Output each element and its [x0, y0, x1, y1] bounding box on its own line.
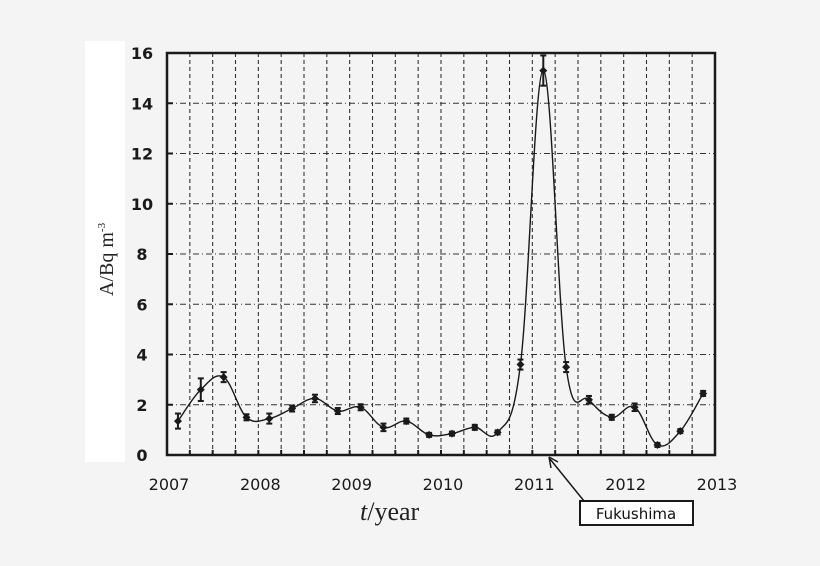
y-tick-label: 14 [131, 94, 153, 113]
x-tick-label: 2011 [514, 475, 555, 494]
series-line [177, 69, 704, 447]
y-tick-label: 4 [136, 346, 147, 365]
diamond-marker-icon [402, 417, 411, 426]
x-tick-label: 2009 [331, 475, 372, 494]
diamond-marker-icon [516, 360, 525, 369]
diamond-marker-icon [379, 423, 388, 432]
y-tick-label: 2 [136, 396, 147, 415]
y-tick-label: 0 [136, 446, 147, 465]
x-tick-label: 2013 [697, 475, 738, 494]
diamond-marker-icon [265, 414, 274, 423]
diamond-marker-icon [653, 440, 662, 449]
y-axis-label-panel [85, 41, 125, 462]
data-markers [173, 66, 708, 449]
y-tick-label: 16 [131, 44, 153, 63]
diamond-marker-icon [173, 417, 182, 426]
annotation-fukushima: Fukushima [596, 505, 676, 523]
y-tick-label: 12 [131, 145, 153, 164]
x-axis-ticks: 2007 2008 2009 2010 2011 2012 2013 [149, 450, 738, 494]
diamond-marker-icon [562, 363, 571, 372]
x-tick-label: 2007 [149, 475, 190, 494]
x-tick-label: 2008 [240, 475, 281, 494]
diamond-marker-icon [493, 428, 502, 437]
diamond-marker-icon [288, 404, 297, 413]
y-axis-ticks: 0 2 4 6 8 10 12 14 16 [131, 44, 173, 465]
diamond-marker-icon [425, 430, 434, 439]
diamond-marker-icon [539, 66, 548, 75]
y-tick-label: 6 [136, 295, 147, 314]
diamond-marker-icon [333, 407, 342, 416]
diamond-marker-icon [219, 373, 228, 382]
arrowhead-icon [548, 456, 559, 469]
diamond-marker-icon [676, 427, 685, 436]
x-tick-label: 2010 [423, 475, 464, 494]
diamond-marker-icon [470, 423, 479, 432]
x-tick-label: 2012 [605, 475, 646, 494]
diamond-marker-icon [630, 403, 639, 412]
grid-lines [167, 53, 715, 455]
diamond-marker-icon [242, 413, 251, 422]
diamond-marker-icon [310, 394, 319, 403]
diamond-marker-icon [607, 413, 616, 422]
x-axis-title: t/year [360, 497, 420, 526]
diamond-marker-icon [699, 389, 708, 398]
diamond-marker-icon [196, 385, 205, 394]
y-tick-label: 10 [131, 195, 153, 214]
y-tick-label: 8 [136, 245, 147, 264]
diamond-marker-icon [356, 403, 365, 412]
diamond-marker-icon [447, 429, 456, 438]
annotation-arrow [549, 458, 585, 502]
y-axis-title: A/Bq m-3 [96, 222, 118, 296]
annotation-box [579, 500, 694, 526]
diamond-marker-icon [584, 395, 593, 404]
